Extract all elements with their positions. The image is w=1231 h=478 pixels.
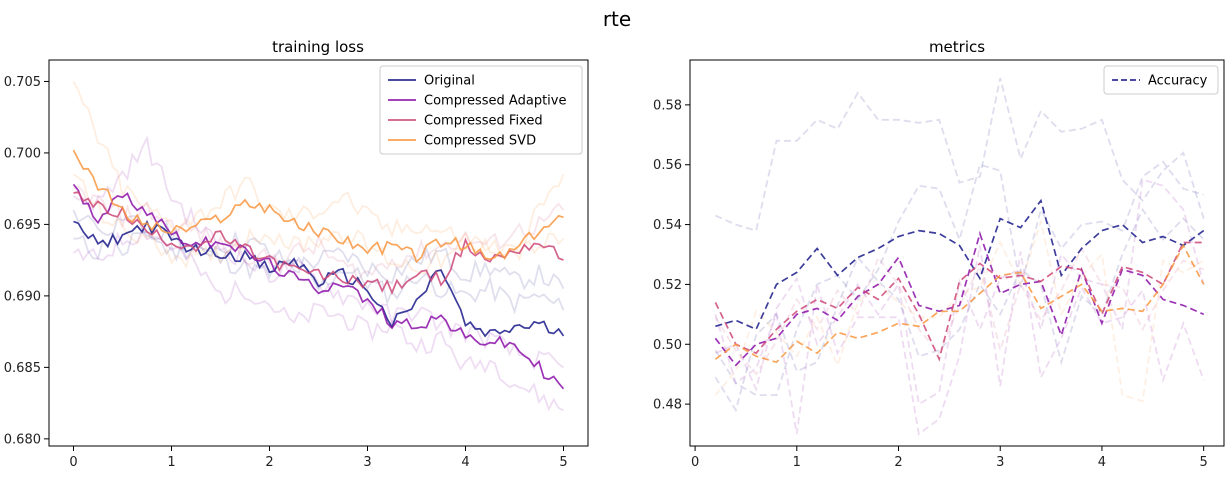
metrics-legend-box [1103, 65, 1219, 95]
metrics-plot-frame [689, 59, 1225, 447]
metrics-x-tick-label: 4 [1098, 455, 1106, 470]
metrics-faint-run-2 [714, 207, 1205, 413]
training-loss-series-line-3 [72, 149, 564, 264]
metrics-x-tick-label: 2 [894, 455, 902, 470]
training-loss-x-tick-label: 4 [461, 455, 469, 470]
training-loss-x-tick-label: 5 [559, 455, 567, 470]
metrics-series-line-1 [714, 230, 1205, 367]
training-loss-x-tick-label: 0 [69, 455, 77, 470]
metrics-series-line-3 [714, 243, 1205, 364]
training-loss-x-tick-label: 3 [363, 455, 371, 470]
metrics-series-line-0 [715, 198, 1205, 331]
training-loss-series-line-1 [72, 183, 565, 390]
training-loss-series-line-2 [73, 191, 564, 295]
training-loss-y-tick-label: 0.695 [4, 218, 41, 233]
training-loss-faint-run-3 [72, 135, 565, 371]
metrics-faint-run-0 [715, 77, 1205, 232]
metrics-faint-run-5 [714, 246, 1205, 376]
training-loss-faint-run-4 [73, 185, 565, 284]
training-loss-y-tick-label: 0.685 [4, 361, 41, 376]
training-loss-legend-label: Compressed SVD [424, 134, 536, 149]
metrics-series-line-2 [714, 241, 1204, 362]
training-loss-legend-label: Compressed Fixed [424, 114, 543, 129]
metrics-x-tick-label: 1 [793, 455, 801, 470]
training-loss-x-tick-label: 1 [167, 455, 175, 470]
metrics-faint-run-6 [714, 218, 1205, 403]
metrics-y-tick-label: 0.50 [653, 338, 682, 353]
training-loss-x-tick-label: 2 [265, 455, 273, 470]
metrics-series [714, 198, 1205, 367]
training-loss-legend-label: Compressed Adaptive [424, 94, 566, 109]
metrics-y-tick-label: 0.58 [653, 98, 682, 113]
metrics-legend: Accuracy [1103, 65, 1219, 95]
metrics-y-tick-label: 0.48 [653, 398, 682, 413]
training-loss-y-axis: 0.680 0.685 0.690 0.695 0.700 0.705 [4, 75, 49, 447]
metrics-x-tick-label: 0 [691, 455, 699, 470]
training-loss-y-tick-label: 0.690 [4, 289, 41, 304]
training-loss-x-axis: 0 1 2 3 4 5 [69, 446, 568, 470]
training-loss-faint-run-6 [72, 173, 565, 275]
training-loss-faint-run-5 [72, 80, 565, 257]
metrics-faint-runs [714, 77, 1205, 436]
training-loss-plot-frame [48, 59, 589, 447]
training-loss-faint-run-2 [72, 227, 564, 412]
metrics-y-tick-label: 0.54 [653, 218, 682, 233]
metrics-y-tick-label: 0.56 [653, 158, 682, 173]
metrics-y-tick-label: 0.52 [653, 278, 682, 293]
metrics-title: metrics [929, 38, 985, 56]
metrics-legend-label: Accuracy [1148, 74, 1208, 89]
training-loss-legend: Original Compressed Adaptive Compressed Fi… [379, 65, 583, 155]
training-loss-chart: training loss 0 1 2 3 4 5 0.680 0.685 0.690 0.69… [4, 38, 589, 470]
training-loss-faint-run-1 [72, 209, 565, 291]
training-loss-y-tick-label: 0.700 [4, 146, 41, 161]
training-loss-y-tick-label: 0.705 [4, 75, 41, 90]
metrics-faint-run-4 [715, 178, 1205, 406]
training-loss-series-line-0 [73, 219, 565, 338]
training-loss-series [72, 149, 565, 390]
metrics-faint-run-1 [714, 160, 1204, 397]
metrics-x-axis: 0 1 2 3 4 5 [691, 446, 1208, 470]
training-loss-faint-run-0 [73, 214, 565, 315]
training-loss-y-tick-label: 0.680 [4, 432, 41, 447]
metrics-faint-run-3 [714, 245, 1205, 436]
metrics-x-tick-label: 5 [1200, 455, 1208, 470]
training-loss-legend-box [379, 65, 583, 155]
metrics-y-axis: 0.48 0.50 0.52 0.54 0.56 0.58 [653, 98, 690, 413]
figure-title: rte [603, 7, 631, 31]
metrics-x-tick-label: 3 [996, 455, 1004, 470]
training-loss-title: training loss [272, 38, 364, 56]
training-loss-legend-label: Original [424, 74, 475, 89]
